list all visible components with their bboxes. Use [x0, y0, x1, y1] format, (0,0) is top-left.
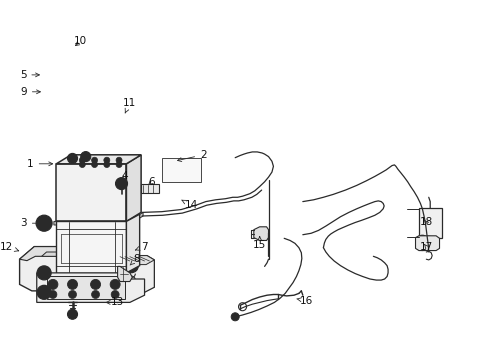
- Circle shape: [40, 219, 48, 227]
- Circle shape: [417, 240, 427, 251]
- Circle shape: [70, 282, 75, 287]
- Polygon shape: [105, 256, 154, 265]
- Circle shape: [119, 181, 124, 186]
- Circle shape: [92, 157, 98, 163]
- Text: 7: 7: [135, 242, 147, 252]
- Circle shape: [124, 259, 138, 273]
- Text: 5: 5: [20, 70, 39, 80]
- Circle shape: [68, 153, 77, 163]
- Circle shape: [116, 177, 127, 190]
- Circle shape: [424, 236, 434, 246]
- Circle shape: [49, 291, 57, 298]
- Polygon shape: [254, 227, 269, 240]
- Polygon shape: [20, 247, 100, 291]
- Text: 1: 1: [27, 159, 52, 169]
- Circle shape: [113, 282, 118, 287]
- Circle shape: [104, 162, 110, 167]
- Circle shape: [79, 162, 85, 167]
- Polygon shape: [416, 236, 440, 251]
- Polygon shape: [56, 155, 141, 164]
- Polygon shape: [20, 247, 100, 261]
- Polygon shape: [56, 164, 126, 221]
- Circle shape: [104, 157, 110, 163]
- Circle shape: [37, 285, 51, 299]
- Text: 11: 11: [123, 98, 137, 113]
- Text: 14: 14: [182, 200, 198, 210]
- Text: 16: 16: [297, 296, 313, 306]
- Circle shape: [70, 156, 75, 161]
- Circle shape: [92, 162, 98, 167]
- Circle shape: [83, 154, 88, 159]
- Bar: [162, 158, 201, 182]
- Circle shape: [69, 291, 76, 298]
- Text: 17: 17: [419, 242, 433, 252]
- Text: 18: 18: [419, 217, 433, 228]
- Polygon shape: [105, 256, 154, 292]
- Text: 13: 13: [105, 297, 124, 307]
- Bar: [419, 208, 442, 238]
- Text: 3: 3: [20, 218, 40, 228]
- Circle shape: [79, 157, 85, 163]
- Circle shape: [91, 279, 100, 289]
- Text: 2: 2: [177, 150, 207, 162]
- Circle shape: [50, 282, 55, 287]
- Polygon shape: [47, 276, 125, 299]
- Text: 6: 6: [148, 177, 155, 187]
- Polygon shape: [126, 214, 140, 273]
- Text: 4: 4: [122, 171, 128, 181]
- Circle shape: [41, 289, 48, 296]
- Circle shape: [81, 152, 91, 162]
- Polygon shape: [56, 221, 126, 273]
- Circle shape: [416, 235, 428, 247]
- Polygon shape: [118, 266, 132, 282]
- Polygon shape: [37, 273, 145, 302]
- Bar: [141, 184, 159, 193]
- Circle shape: [111, 291, 119, 298]
- Circle shape: [92, 291, 99, 298]
- Polygon shape: [54, 212, 143, 225]
- Text: 15: 15: [253, 237, 267, 250]
- Polygon shape: [126, 155, 141, 221]
- Circle shape: [231, 313, 239, 321]
- Circle shape: [48, 279, 58, 289]
- Circle shape: [68, 279, 77, 289]
- Text: 8: 8: [130, 254, 140, 265]
- Circle shape: [37, 266, 51, 280]
- Text: 12: 12: [0, 242, 19, 252]
- Circle shape: [68, 309, 77, 319]
- Text: 10: 10: [74, 36, 87, 46]
- Polygon shape: [42, 252, 84, 256]
- Circle shape: [36, 215, 52, 231]
- Circle shape: [93, 282, 98, 287]
- Circle shape: [128, 262, 135, 269]
- Circle shape: [110, 279, 120, 289]
- Circle shape: [116, 162, 122, 167]
- Circle shape: [41, 269, 48, 276]
- Text: 9: 9: [20, 87, 40, 97]
- Circle shape: [116, 157, 122, 163]
